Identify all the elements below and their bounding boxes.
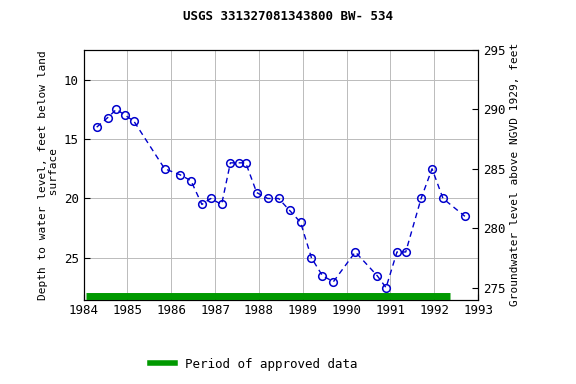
Y-axis label: Depth to water level, feet below land
 surface: Depth to water level, feet below land su… [38, 50, 59, 300]
Y-axis label: Groundwater level above NGVD 1929, feet: Groundwater level above NGVD 1929, feet [510, 43, 520, 306]
Text: USGS 331327081343800 BW- 534: USGS 331327081343800 BW- 534 [183, 10, 393, 23]
Legend: Period of approved data: Period of approved data [145, 353, 362, 376]
